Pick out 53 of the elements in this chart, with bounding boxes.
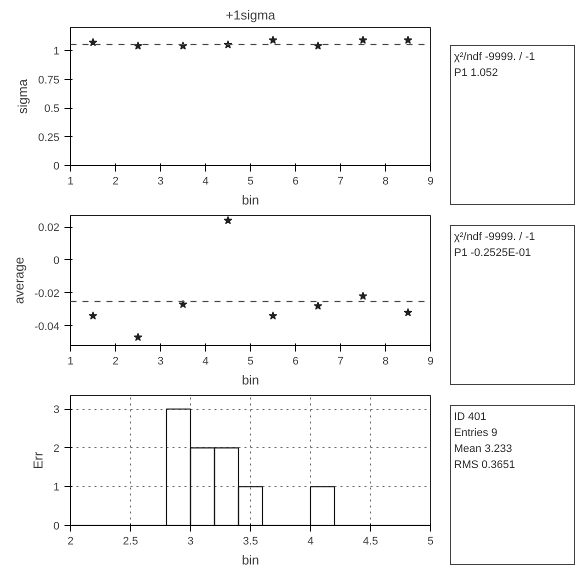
x-tick-label: 4 (202, 356, 209, 368)
text: P1 -0.2525E-01 (454, 247, 532, 259)
x-tick-label: 2 (112, 356, 119, 368)
x-tick-label: 4 (202, 176, 209, 188)
text: ID 401 (454, 411, 486, 423)
y-tick-label: 0.02 (38, 222, 60, 234)
x-tick-label: 5 (427, 536, 434, 548)
y-tick-label: 0.75 (38, 74, 60, 86)
x-tick-label: 5 (247, 176, 254, 188)
x-tick-label: 4 (307, 536, 314, 548)
x-tick-label: 8 (382, 176, 389, 188)
y-tick-label: 0.25 (38, 132, 60, 144)
x-axis-title: bin (242, 552, 260, 568)
x-tick-label: 9 (427, 176, 434, 188)
text: χ²/ndf -9999. / -1 (454, 231, 535, 243)
text: RMS 0.3651 (454, 459, 516, 471)
x-tick-label: 4.5 (362, 536, 378, 548)
x-tick-label: 3.5 (242, 536, 258, 548)
text: Mean 3.233 (454, 443, 512, 455)
y-axis-title: average (11, 257, 26, 304)
y-tick-label: -0.04 (34, 320, 60, 333)
y-axis-title: sigma (15, 78, 30, 114)
x-tick-label: 6 (292, 176, 299, 188)
x-tick-label: 9 (427, 356, 434, 368)
y-axis-title: Err (30, 451, 46, 470)
x-tick-label: 3 (157, 176, 164, 188)
y-tick-label: -0.02 (34, 288, 60, 300)
x-tick-label: 7 (337, 356, 344, 368)
y-tick-label: 0 (53, 254, 60, 267)
y-tick-label: 0.5 (44, 103, 60, 115)
y-tick-label: 0 (53, 520, 60, 532)
y-tick-label: 1 (53, 46, 60, 58)
x-tick-label: 2 (67, 536, 74, 548)
text: χ²/ndf -9999. / -1 (454, 51, 535, 63)
y-tick-label: 3 (53, 404, 60, 416)
y-tick-label: 1 (53, 482, 60, 494)
x-tick-label: 8 (382, 356, 389, 368)
y-tick-label: 2 (53, 442, 60, 455)
y-tick-label: 0 (53, 160, 60, 172)
text: Entries 9 (454, 427, 498, 439)
x-tick-label: 1 (67, 176, 74, 188)
x-tick-label: 2.5 (122, 536, 138, 548)
x-axis-title: bin (242, 372, 260, 388)
x-tick-label: 2 (112, 176, 119, 188)
x-tick-label: 3 (187, 536, 194, 548)
text: P1 1.052 (454, 67, 498, 79)
x-tick-label: 7 (337, 176, 344, 188)
x-tick-label: 3 (157, 356, 164, 368)
chart-title: +1sigma (226, 8, 276, 22)
x-tick-label: 6 (292, 356, 299, 368)
x-tick-label: 1 (67, 356, 74, 368)
x-axis-title: bin (242, 192, 260, 208)
x-tick-label: 5 (247, 356, 254, 368)
